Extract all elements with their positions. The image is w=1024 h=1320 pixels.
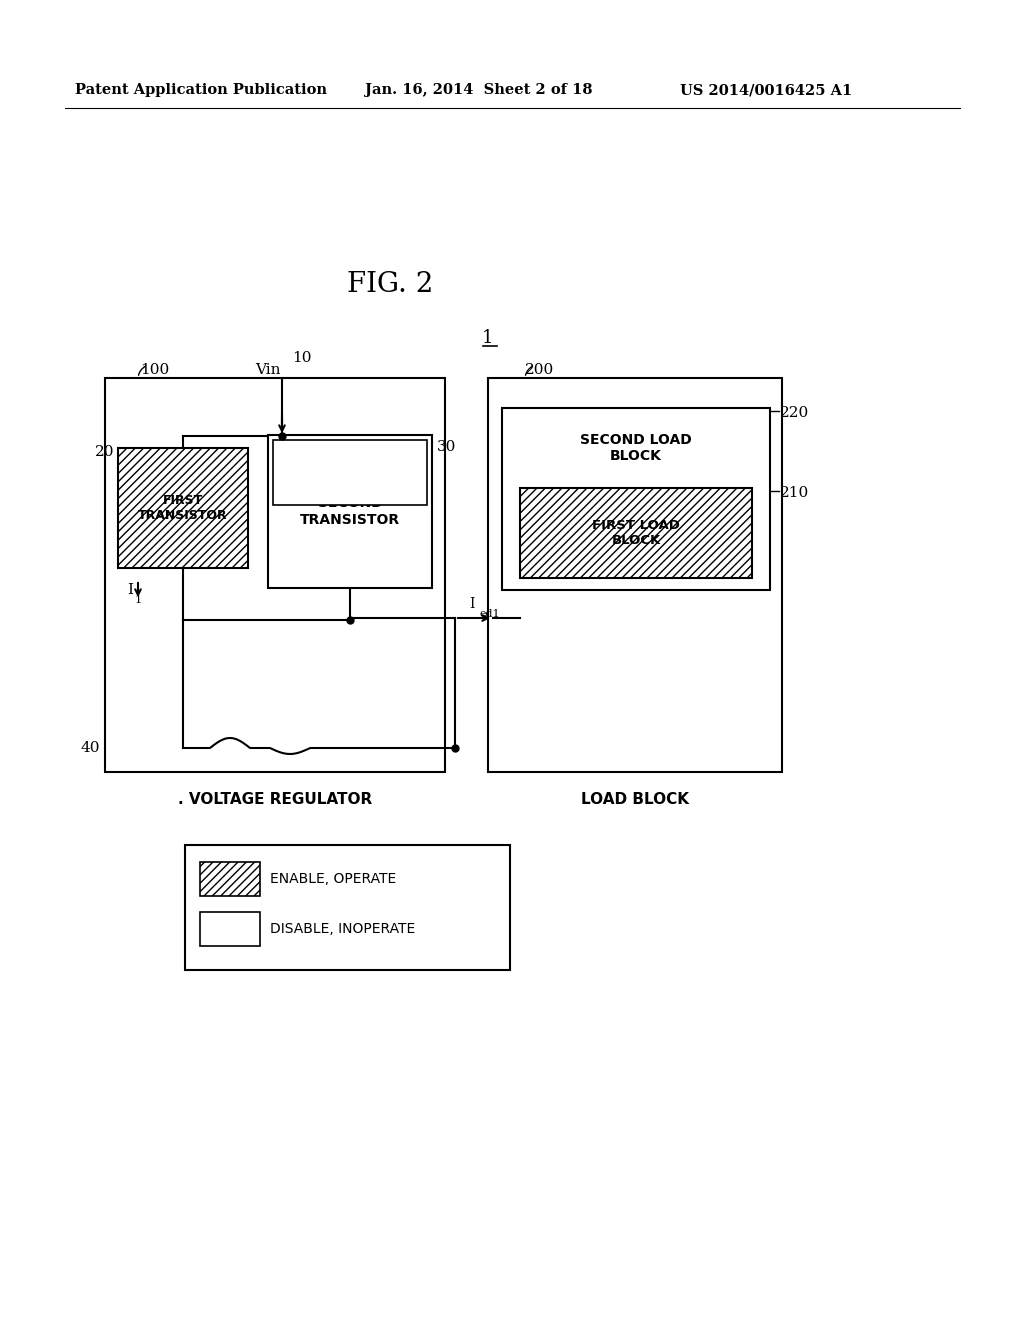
Text: 100: 100: [140, 363, 170, 378]
Text: 220: 220: [780, 407, 809, 420]
Bar: [273, 440, 427, 506]
Text: ENABLE, OPERATE: ENABLE, OPERATE: [270, 873, 396, 886]
Text: SECOND
TRANSISTOR: SECOND TRANSISTOR: [300, 496, 400, 527]
Text: . VOLTAGE REGULATOR: . VOLTAGE REGULATOR: [178, 792, 372, 808]
Text: 20: 20: [94, 445, 114, 459]
Text: FIRST LOAD
BLOCK: FIRST LOAD BLOCK: [592, 519, 680, 546]
Text: 1: 1: [135, 595, 142, 605]
Text: I: I: [127, 583, 133, 597]
Text: FIG. 2: FIG. 2: [347, 272, 433, 298]
Text: 200: 200: [525, 363, 555, 378]
Text: US 2014/0016425 A1: US 2014/0016425 A1: [680, 83, 852, 96]
Bar: [502, 408, 770, 590]
Text: FIRST
TRANSISTOR: FIRST TRANSISTOR: [138, 494, 227, 521]
Text: 30: 30: [437, 440, 457, 454]
Bar: [200, 862, 260, 896]
Text: 40: 40: [81, 741, 100, 755]
Text: 210: 210: [780, 486, 809, 500]
Bar: [118, 447, 248, 568]
Text: 1: 1: [482, 329, 494, 347]
Text: DISABLE, INOPERATE: DISABLE, INOPERATE: [270, 921, 416, 936]
Text: Vin: Vin: [255, 363, 281, 378]
Text: Jan. 16, 2014  Sheet 2 of 18: Jan. 16, 2014 Sheet 2 of 18: [365, 83, 593, 96]
Bar: [268, 436, 432, 587]
Text: 10: 10: [292, 351, 311, 366]
Bar: [105, 378, 445, 772]
Bar: [185, 845, 510, 970]
Text: LOAD BLOCK: LOAD BLOCK: [581, 792, 689, 808]
Text: Patent Application Publication: Patent Application Publication: [75, 83, 327, 96]
Text: SECOND LOAD
BLOCK: SECOND LOAD BLOCK: [581, 433, 692, 463]
Text: I: I: [469, 597, 474, 611]
Bar: [488, 378, 782, 772]
Bar: [200, 912, 260, 946]
Bar: [520, 488, 752, 578]
Text: ed1: ed1: [479, 609, 500, 619]
